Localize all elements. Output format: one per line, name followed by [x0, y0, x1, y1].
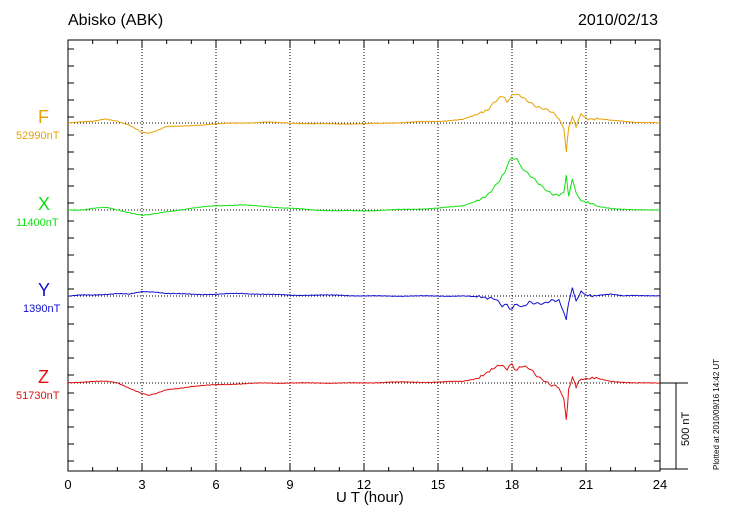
trace-y [67, 287, 661, 320]
vertical-gridlines [141, 40, 587, 471]
trace-f [67, 93, 661, 153]
x-tick-label-9: 9 [286, 477, 293, 492]
y-tick-marks [68, 48, 660, 462]
channel-y-label: Y [38, 280, 51, 300]
channel-y-baseline: 1390nT [23, 303, 61, 315]
x-axis-label: U T (hour) [336, 489, 404, 506]
channel-f-label: F [38, 107, 49, 127]
channel-z-label: Z [38, 367, 49, 387]
channel-x-label: X [38, 194, 51, 214]
channel-x-baseline: 11400nT [16, 217, 59, 229]
x-tick-label-24: 24 [653, 477, 667, 492]
station-title: Abisko (ABK) [68, 12, 164, 29]
x-tick-marks [67, 40, 661, 471]
x-tick-label-6: 6 [212, 477, 219, 492]
trace-z [67, 362, 661, 420]
date-title: 2010/02/13 [578, 12, 659, 29]
x-tick-label-15: 15 [431, 477, 445, 492]
scale-bar-label: 500 nT [680, 411, 692, 446]
traces [67, 93, 661, 420]
x-tick-label-21: 21 [579, 477, 593, 492]
plotted-footnote: Plotted at 2010/09/16 14:42 UT [712, 358, 721, 470]
x-tick-labels: 0 3 6 9 12 15 18 21 24 [64, 477, 667, 492]
x-tick-label-12: 12 [357, 477, 371, 492]
x-tick-label-18: 18 [505, 477, 519, 492]
channel-f-baseline: 52990nT [16, 130, 60, 142]
trace-x [67, 157, 661, 216]
scale-bar [660, 382, 688, 470]
x-tick-label-3: 3 [138, 477, 145, 492]
channel-z-baseline: 51730nT [16, 390, 60, 402]
x-tick-label-0: 0 [64, 477, 71, 492]
